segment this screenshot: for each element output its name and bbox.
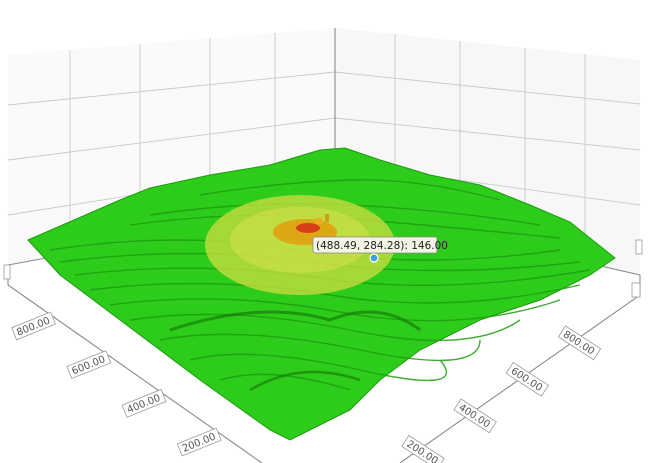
y-tick-label: 800.00 bbox=[557, 325, 602, 361]
left-edge-marker bbox=[3, 264, 11, 280]
x-tick-label: 800.00 bbox=[11, 311, 57, 341]
back-grid bbox=[7, 28, 641, 276]
hover-marker[interactable] bbox=[369, 253, 379, 263]
terrain-surface bbox=[27, 147, 616, 441]
tooltip-text: (488.49, 284.28): 146.00 bbox=[316, 240, 448, 252]
peak-red bbox=[296, 223, 320, 233]
hover-tooltip: (488.49, 284.28): 146.00 bbox=[312, 236, 448, 254]
x-tick-label: 200.00 bbox=[176, 427, 222, 457]
x-tick-label: 400.00 bbox=[121, 388, 167, 418]
right-edge-marker bbox=[635, 239, 643, 255]
y-tick-label: 400.00 bbox=[453, 398, 497, 434]
x-tick-label: 600.00 bbox=[66, 350, 112, 380]
y-tick-label: 200.00 bbox=[401, 434, 445, 463]
svg-text:200.00: 200.00 bbox=[404, 439, 439, 463]
right-edge-marker-2 bbox=[631, 282, 641, 298]
y-tick-label: 600.00 bbox=[505, 361, 550, 397]
